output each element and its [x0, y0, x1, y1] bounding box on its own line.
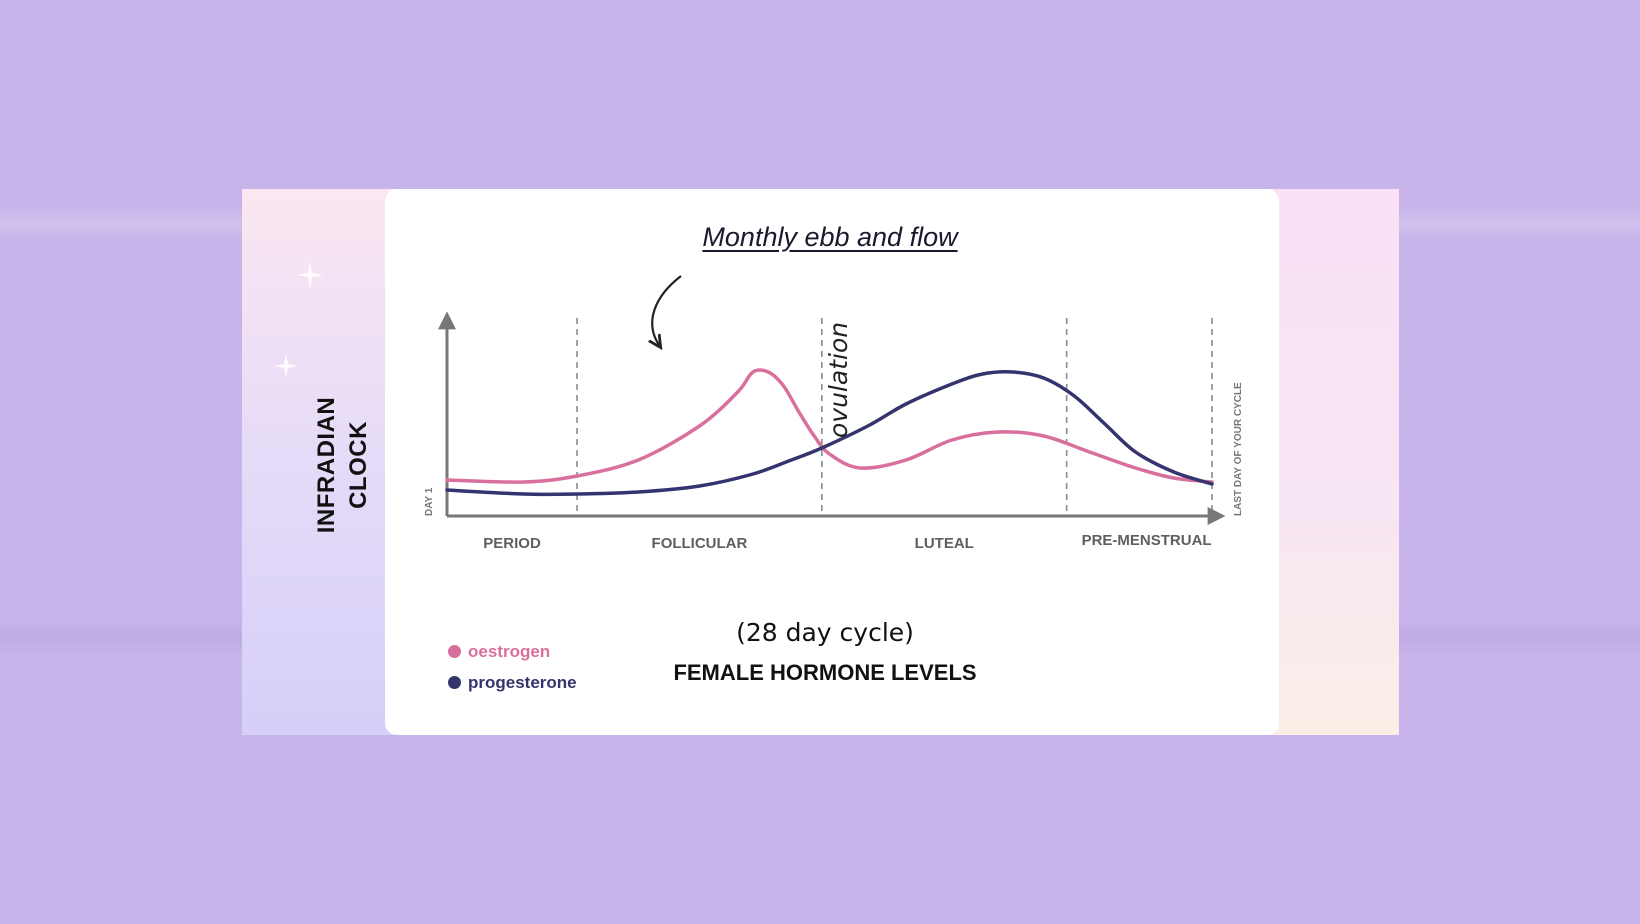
phase-label: PERIOD	[483, 535, 541, 552]
x-end-label: LAST DAY OF YOUR CYCLE	[1233, 382, 1244, 516]
sparkle-icon	[274, 354, 298, 378]
series-line-oestrogen	[445, 368, 1214, 484]
legend-dot-icon	[448, 676, 461, 689]
legend-item-progesterone: progesterone	[448, 667, 577, 698]
chart-card	[385, 189, 1279, 735]
gradient-panel-right	[1270, 189, 1399, 735]
phase-label: PRE-MENSTRUAL	[1082, 532, 1212, 549]
chart-legend: oestrogen progesterone	[448, 636, 577, 698]
chart-title: Monthly ebb and flow	[702, 222, 958, 252]
cycle-caption: (28 day cycle)	[736, 618, 914, 647]
y-axis-label: DAY 1	[424, 487, 435, 516]
phase-label: LUTEAL	[915, 535, 974, 552]
legend-dot-icon	[448, 645, 461, 658]
sparkle-icon	[296, 261, 324, 289]
legend-label-progesterone: progesterone	[468, 672, 577, 692]
legend-label-oestrogen: oestrogen	[468, 641, 551, 661]
curved-arrow-icon	[652, 275, 682, 345]
legend-item-oestrogen: oestrogen	[448, 636, 577, 667]
phase-labels: PERIOD FOLLICULAR LUTEAL PRE-MENSTRUAL	[483, 532, 1211, 552]
ovulation-annotation: ovulation	[824, 322, 853, 438]
series-line-progesterone	[445, 369, 1214, 497]
chart-subtitle: FEMALE HORMONE LEVELS	[673, 660, 977, 685]
phase-boundaries	[576, 318, 1213, 514]
phase-label: FOLLICULAR	[652, 535, 748, 552]
